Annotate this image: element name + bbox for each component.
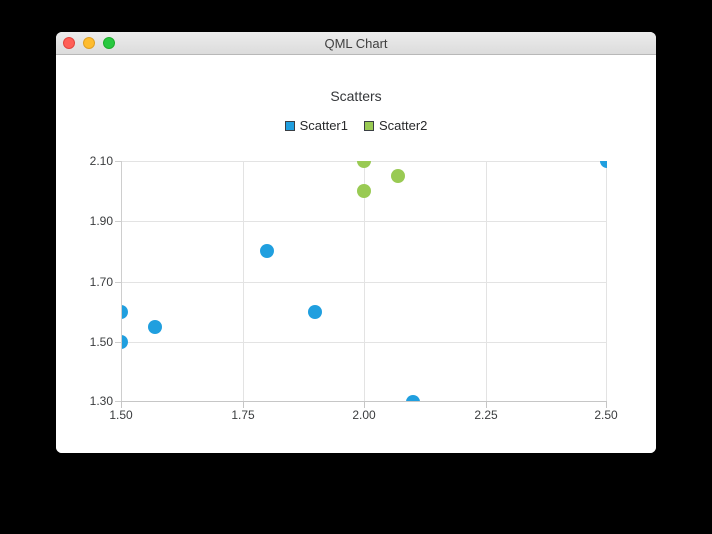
axis-layer	[115, 161, 607, 408]
scatter-point	[121, 304, 128, 319]
legend-marker-icon	[364, 120, 374, 131]
x-axis-tick	[486, 402, 487, 408]
legend: Scatter1 Scatter2	[56, 118, 656, 133]
plot-area: 1.50 1.75 2.00 2.25 2.50 1.30 1.50 1.70 1.90 2.1…	[90, 154, 618, 422]
scatter-point	[148, 319, 163, 334]
x-tick-label: 2.50	[594, 408, 618, 422]
scatter-point	[121, 334, 128, 349]
zoom-button[interactable]	[103, 37, 115, 49]
legend-label: Scatter1	[299, 118, 348, 133]
y-tick-label: 2.10	[89, 154, 113, 168]
grid-line-horizontal	[121, 221, 607, 222]
legend-label: Scatter2	[379, 118, 428, 133]
y-tick-label: 1.30	[89, 394, 113, 408]
y-tick-label: 1.70	[89, 275, 113, 289]
y-axis-tick	[115, 221, 121, 222]
y-axis-tick	[115, 161, 121, 162]
grid-line-horizontal	[121, 342, 607, 343]
minimize-button[interactable]	[83, 37, 95, 49]
app-window: QML Chart Scatters Scatter1 Scatter2 1.50…	[56, 32, 656, 453]
scatter-point	[405, 395, 420, 402]
scatter-point	[357, 161, 371, 168]
close-button[interactable]	[63, 37, 75, 49]
grid-line-horizontal	[121, 282, 607, 283]
titlebar[interactable]: QML Chart	[56, 32, 656, 55]
y-tick-label: 1.90	[89, 214, 113, 228]
grid-line-vertical	[606, 161, 607, 402]
x-axis-tick	[364, 402, 365, 408]
window-title: QML Chart	[324, 35, 388, 51]
scatter-point	[600, 161, 607, 168]
chart-view: Scatters Scatter1 Scatter2 1.50 1.75 2.00 2.…	[56, 55, 656, 453]
scatter-point	[357, 184, 371, 199]
x-tick-label: 1.50	[109, 408, 133, 422]
chart-title: Scatters	[330, 88, 382, 104]
y-axis-tick	[115, 342, 121, 343]
y-axis-tick	[115, 282, 121, 283]
x-axis-tick	[243, 402, 244, 408]
x-tick-label: 2.25	[474, 408, 498, 422]
grid-line-vertical	[486, 161, 487, 402]
scatter-point	[391, 169, 406, 184]
points-layer	[121, 161, 607, 402]
legend-item[interactable]: Scatter1	[284, 118, 348, 133]
x-tick-label: 2.00	[352, 408, 376, 422]
x-axis-labels: 1.50 1.75 2.00 2.25 2.50	[109, 161, 617, 422]
y-tick-label: 1.50	[89, 335, 113, 349]
x-axis-tick	[121, 402, 122, 408]
y-axis-line	[121, 161, 122, 402]
grid-line-vertical	[243, 161, 244, 402]
scatter-point	[259, 244, 274, 259]
y-axis-labels: 1.30 1.50 1.70 1.90 2.10	[90, 154, 607, 408]
x-axis-tick	[606, 402, 607, 408]
legend-marker-icon	[284, 120, 295, 131]
x-tick-label: 1.75	[231, 408, 255, 422]
scatter-point	[308, 304, 323, 319]
grid-line-vertical	[364, 161, 365, 402]
traffic-lights	[63, 37, 115, 49]
x-axis-line	[121, 401, 607, 402]
legend-item[interactable]: Scatter2	[364, 118, 427, 133]
y-axis-tick	[115, 401, 121, 402]
